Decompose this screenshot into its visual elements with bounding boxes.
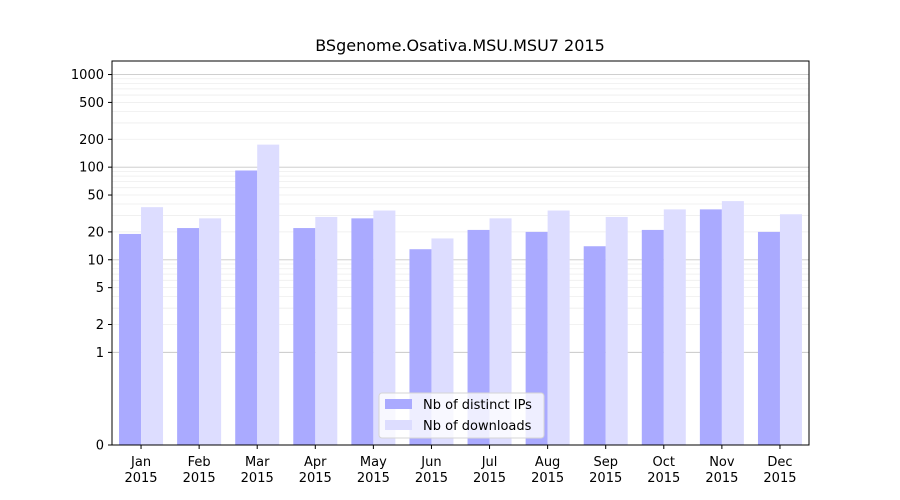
bar-downloads-sep	[605, 216, 628, 445]
y-tick-label: 100	[79, 161, 104, 176]
x-tick-label: 2015	[183, 471, 216, 486]
x-tick-label: Apr	[304, 455, 327, 470]
bar-distinct-ips-aug	[525, 231, 548, 445]
y-tick-label: 1	[96, 346, 104, 361]
x-tick-label: May	[360, 455, 387, 470]
bar-downloads-nov	[721, 201, 744, 445]
bar-distinct-ips-sep	[583, 246, 606, 445]
y-tick-label: 500	[79, 96, 104, 111]
x-tick-label: Mar	[245, 455, 270, 470]
y-tick-label: 10	[87, 253, 104, 268]
y-tick-label: 50	[87, 189, 104, 204]
x-tick-label: 2015	[241, 471, 274, 486]
x-tick-label: Jul	[481, 455, 498, 470]
legend-label: Nb of downloads	[423, 419, 532, 434]
bar-downloads-dec	[779, 214, 802, 445]
y-tick-label: 5	[96, 281, 104, 296]
chart-title: BSgenome.Osativa.MSU.MSU7 2015	[315, 36, 605, 55]
x-tick-label: 2015	[647, 471, 680, 486]
bar-distinct-ips-jan	[119, 233, 142, 445]
x-tick-label: Aug	[535, 455, 560, 470]
x-tick-label: 2015	[763, 471, 796, 486]
y-tick-label: 1000	[71, 68, 104, 83]
x-tick-label: 2015	[415, 471, 448, 486]
plot-frame	[111, 60, 810, 446]
x-tick-label: 2015	[124, 471, 157, 486]
bar-downloads-may	[373, 210, 396, 445]
bar-distinct-ips-apr	[293, 228, 316, 445]
x-tick-label: 2015	[705, 471, 738, 486]
bar-downloads-aug	[547, 210, 570, 445]
bar-downloads-oct	[663, 209, 686, 445]
bar-downloads-mar	[257, 144, 280, 446]
x-tick-label: 2015	[531, 471, 564, 486]
y-tick-label: 2	[96, 318, 104, 333]
bar-distinct-ips-nov	[699, 209, 722, 445]
bar-distinct-ips-oct	[641, 229, 664, 445]
x-tick-label: 2015	[589, 471, 622, 486]
y-tick-label: 0	[96, 439, 104, 454]
bar-downloads-jan	[141, 207, 164, 445]
x-tick-label: Jun	[420, 455, 441, 470]
y-tick-label: 20	[87, 225, 104, 240]
x-tick-label: Feb	[188, 455, 211, 470]
x-tick-label: 2015	[473, 471, 506, 486]
x-tick-label: Nov	[709, 455, 735, 470]
x-tick-label: 2015	[299, 471, 332, 486]
bar-distinct-ips-mar	[235, 170, 258, 445]
legend-label: Nb of distinct IPs	[423, 398, 532, 413]
legend-box	[378, 392, 545, 439]
bar-downloads-apr	[315, 216, 338, 445]
bar-distinct-ips-feb	[177, 228, 200, 445]
bar-distinct-ips-dec	[757, 231, 780, 445]
x-tick-label: Sep	[593, 455, 618, 470]
grid-lines	[112, 74, 809, 353]
x-tick-label: Dec	[767, 455, 792, 470]
x-tick-label: Jan	[130, 455, 151, 470]
axes: Jan2015Feb2015Mar2015Apr2015May2015Jun20…	[71, 60, 810, 486]
bar-downloads-jul	[489, 218, 512, 445]
y-tick-label: 200	[79, 133, 104, 148]
bar-distinct-ips-jul	[467, 229, 490, 445]
bar-downloads-feb	[199, 218, 222, 445]
x-tick-label: Oct	[653, 455, 675, 470]
legend-swatch	[385, 399, 412, 409]
bar-distinct-ips-may	[351, 218, 374, 445]
x-tick-label: 2015	[357, 471, 390, 486]
legend-swatch	[385, 420, 412, 430]
legend: Nb of distinct IPs Nb of downloads	[378, 392, 545, 439]
